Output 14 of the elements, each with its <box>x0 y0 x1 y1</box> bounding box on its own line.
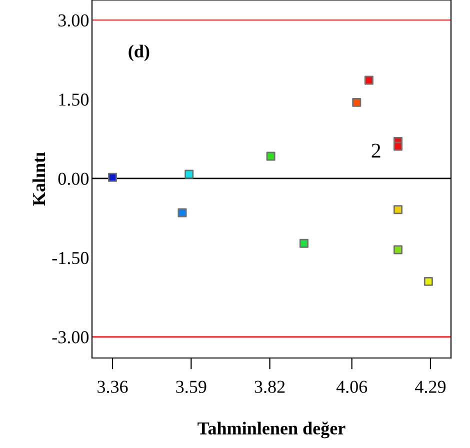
x-tick-label: 3.59 <box>176 380 206 394</box>
y-tick-label: 1.50 <box>59 94 89 106</box>
annotation: 2 <box>372 144 380 158</box>
annotation: (d) <box>128 44 150 62</box>
x-tick-label: 4.06 <box>336 380 368 394</box>
y-tick-label: -1.50 <box>52 252 89 264</box>
y-axis-title: Kalıntı <box>32 152 46 206</box>
x-tick-label: 4.29 <box>415 380 446 394</box>
y-tick-label: -3.00 <box>52 331 89 344</box>
y-tick-label: 0.00 <box>58 172 89 185</box>
x-tick-label: 3.36 <box>98 380 128 394</box>
y-tick-label: 3.00 <box>58 14 89 27</box>
x-tick-label: 3.82 <box>254 380 285 394</box>
x-axis-title: Tahminlenen değer <box>198 422 346 438</box>
